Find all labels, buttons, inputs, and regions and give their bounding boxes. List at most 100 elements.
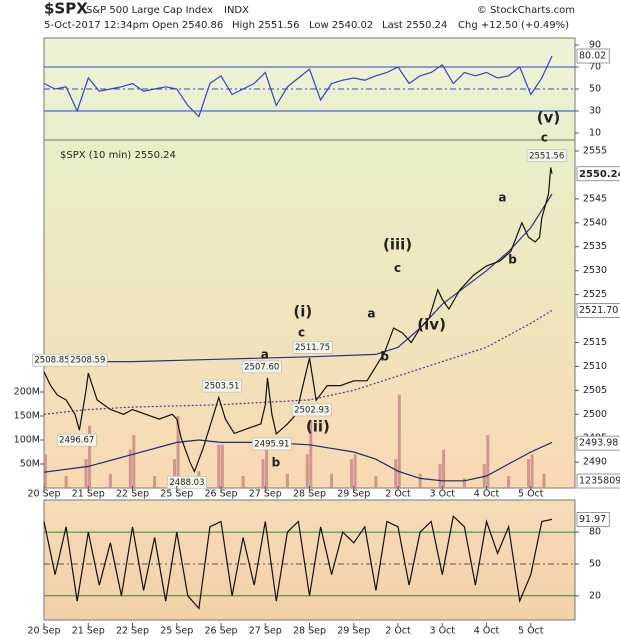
volume-bar (530, 454, 534, 488)
y-tick-label: 2555 (583, 146, 607, 157)
wave-label: (iii) (383, 235, 412, 253)
volume-bar (84, 459, 88, 488)
y-tick-label: 10 (589, 127, 601, 138)
y-tick-label: 2530 (583, 265, 607, 276)
price-annotation: 2551.56 (529, 151, 564, 161)
price-annotation: 2511.75 (295, 343, 330, 353)
price-annotation-box (167, 476, 207, 489)
last-value: 80.02 (579, 51, 606, 62)
volume-bar (330, 473, 334, 488)
price-annotation: 2507.60 (244, 362, 279, 372)
price-annotation: 2502.93 (294, 405, 329, 415)
wave-label: a (498, 190, 506, 204)
wave-label: c (541, 131, 548, 145)
volume-bar (350, 459, 354, 488)
x-tick-label: 4 Oct (474, 626, 500, 637)
price-annotation-box (291, 403, 332, 417)
x-tick-label: 22 Sep (116, 489, 149, 500)
x-tick-label: 3 Oct (430, 626, 456, 637)
volume-bar (462, 478, 466, 488)
wave-label: (v) (537, 108, 561, 126)
y-tick-label: 2545 (583, 193, 607, 204)
datetime: 5-Oct-2017 12:34pm (44, 20, 149, 31)
quote: Low 2540.02 (309, 20, 373, 31)
y-tick-label: 2490 (583, 457, 607, 468)
wave-label: b (508, 253, 517, 267)
x-tick-label: 28 Sep (293, 489, 326, 500)
volume-bar (442, 449, 446, 488)
volume-bar (394, 459, 398, 488)
price-box: 2550.24 (579, 169, 620, 180)
x-tick-label: 20 Sep (27, 489, 60, 500)
x-tick-label: 4 Oct (474, 489, 500, 500)
price-annotation-box (526, 149, 567, 163)
quote: High 2551.56 (232, 20, 300, 31)
volume-bar (88, 425, 92, 488)
x-tick-label: 22 Sep (116, 626, 149, 637)
x-tick-label: 20 Sep (27, 626, 60, 637)
x-tick-label: 29 Sep (337, 626, 370, 637)
volume-bar (397, 394, 401, 488)
last-value-box (576, 48, 610, 64)
price-box: 2493.98 (579, 438, 618, 449)
price-annotation: 2496.67 (59, 436, 94, 446)
volume-tick-label: 100M (14, 435, 40, 446)
volume-bar (153, 476, 157, 488)
price-annotation: 2508.85 (34, 356, 69, 366)
x-tick-label: 27 Sep (249, 489, 282, 500)
price-box-box (576, 435, 620, 451)
price-annotation-box (241, 360, 282, 374)
exchange: INDX (224, 5, 249, 16)
volume-bar (217, 444, 221, 488)
price-annotation: 2488.03 (169, 478, 204, 488)
y-tick-label: 20 (589, 590, 601, 601)
price-annotation: 2503.51 (204, 382, 239, 392)
volume-bar (43, 454, 47, 488)
x-tick-label: 5 Oct (518, 489, 544, 500)
symbol: $SPX (44, 0, 88, 18)
price-box: 2521.70 (579, 305, 618, 316)
x-tick-label: 25 Sep (160, 626, 193, 637)
wave-label: c (394, 261, 401, 275)
y-tick-label: 2540 (583, 217, 607, 228)
wave-label: b (380, 349, 389, 363)
volume-bar (64, 476, 68, 488)
volume-bar (285, 473, 289, 488)
y-tick-label: 2535 (583, 241, 607, 252)
volume-bar (438, 464, 442, 488)
y-tick-label: 2500 (583, 409, 607, 420)
x-tick-label: 21 Sep (72, 626, 105, 637)
volume-bar (374, 476, 378, 488)
volume-bar (527, 459, 531, 488)
wave-label: b (272, 456, 281, 470)
volume-bar (173, 459, 177, 488)
price-annotation-box (202, 379, 242, 393)
volume-bar (241, 476, 245, 488)
x-tick-label: 2 Oct (385, 489, 411, 500)
wave-label: c (298, 325, 305, 339)
volume-bar (176, 416, 180, 488)
volume-last: 1235809 (579, 476, 620, 487)
wave-label: (i) (293, 302, 312, 320)
volume-average (43, 439, 553, 482)
volume-bar (261, 459, 265, 488)
y-tick-label: 80 (589, 527, 601, 538)
volume-bar (128, 449, 132, 488)
x-tick-label: 25 Sep (160, 489, 193, 500)
x-tick-label: 27 Sep (249, 626, 282, 637)
stochastic-panel (43, 499, 576, 621)
volume-bar (353, 454, 357, 488)
index-name: S&P 500 Large Cap Index (86, 5, 213, 16)
volume-bar (108, 473, 112, 488)
y-tick-label: 50 (589, 558, 601, 569)
price-annotation: 2495.91 (254, 439, 289, 449)
volume-bar (507, 476, 511, 488)
price-annotation-box (292, 341, 333, 354)
volume-bar (486, 435, 490, 488)
price-box-box (576, 303, 620, 318)
y-tick-label: 30 (589, 105, 601, 116)
x-tick-label: 21 Sep (72, 489, 105, 500)
volume-bar (542, 473, 546, 488)
source: © StockCharts.com (477, 5, 575, 16)
price-annotation-box (56, 433, 97, 447)
